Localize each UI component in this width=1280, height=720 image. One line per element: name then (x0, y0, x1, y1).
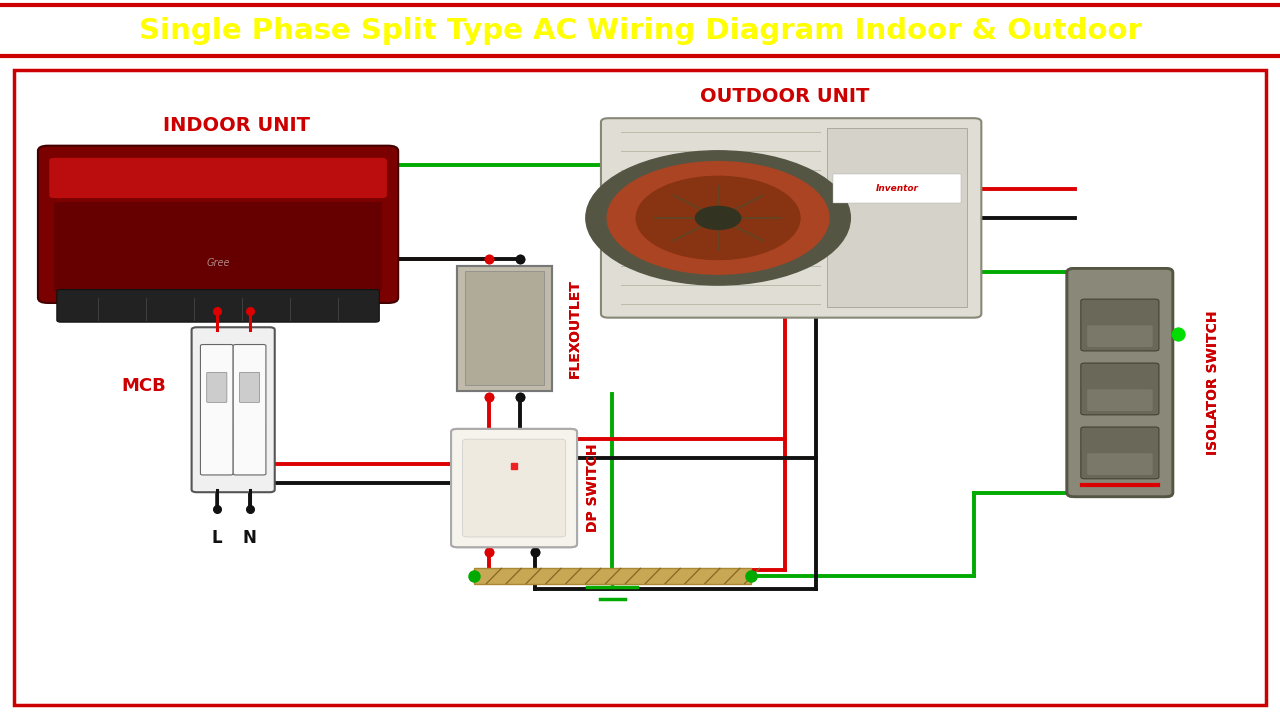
FancyBboxPatch shape (1087, 390, 1152, 411)
Text: MCB: MCB (122, 377, 166, 395)
FancyBboxPatch shape (451, 429, 577, 547)
Text: L: L (211, 528, 223, 546)
FancyBboxPatch shape (462, 439, 566, 537)
Circle shape (607, 162, 829, 274)
FancyBboxPatch shape (54, 202, 381, 292)
FancyBboxPatch shape (1087, 325, 1152, 347)
FancyBboxPatch shape (56, 289, 379, 322)
FancyBboxPatch shape (474, 568, 751, 584)
FancyBboxPatch shape (457, 266, 552, 390)
Text: FLEXOUTLET: FLEXOUTLET (567, 279, 581, 378)
FancyBboxPatch shape (50, 158, 387, 198)
FancyBboxPatch shape (192, 328, 275, 492)
FancyBboxPatch shape (1080, 427, 1158, 479)
FancyBboxPatch shape (201, 423, 266, 441)
FancyBboxPatch shape (1080, 427, 1158, 479)
FancyBboxPatch shape (207, 372, 227, 402)
Text: ISOLATOR SWITCH: ISOLATOR SWITCH (1206, 310, 1220, 455)
FancyBboxPatch shape (1087, 453, 1152, 475)
FancyBboxPatch shape (1068, 269, 1172, 497)
FancyBboxPatch shape (1087, 325, 1152, 347)
FancyBboxPatch shape (1080, 363, 1158, 415)
FancyBboxPatch shape (833, 174, 961, 202)
FancyBboxPatch shape (201, 345, 233, 475)
FancyBboxPatch shape (1087, 453, 1152, 475)
FancyBboxPatch shape (38, 145, 398, 303)
FancyBboxPatch shape (451, 429, 577, 547)
FancyBboxPatch shape (465, 271, 544, 385)
FancyBboxPatch shape (1087, 390, 1152, 411)
FancyBboxPatch shape (1068, 269, 1172, 497)
FancyBboxPatch shape (233, 345, 266, 475)
Text: Gree: Gree (206, 258, 230, 268)
Text: ISOLATOR SWITCH: ISOLATOR SWITCH (1206, 310, 1220, 455)
FancyBboxPatch shape (827, 128, 968, 307)
Text: DP SWITCH: DP SWITCH (586, 444, 600, 532)
Text: Inventor: Inventor (876, 184, 919, 193)
FancyBboxPatch shape (462, 439, 566, 537)
Text: FLEXOUTLET: FLEXOUTLET (567, 279, 581, 378)
FancyBboxPatch shape (1080, 299, 1158, 351)
FancyBboxPatch shape (457, 266, 552, 390)
Text: N: N (243, 528, 256, 546)
FancyBboxPatch shape (600, 118, 982, 318)
Text: INDOOR UNIT: INDOOR UNIT (164, 116, 311, 135)
Text: OUTDOOR UNIT: OUTDOOR UNIT (700, 87, 869, 106)
FancyBboxPatch shape (1080, 363, 1158, 415)
Circle shape (695, 207, 741, 230)
FancyBboxPatch shape (1080, 299, 1158, 351)
Circle shape (586, 150, 850, 285)
FancyBboxPatch shape (239, 372, 260, 402)
Text: Single Phase Split Type AC Wiring Diagram Indoor & Outdoor: Single Phase Split Type AC Wiring Diagra… (138, 17, 1142, 45)
FancyBboxPatch shape (465, 271, 544, 385)
Circle shape (636, 176, 800, 259)
Text: DP SWITCH: DP SWITCH (586, 444, 600, 532)
